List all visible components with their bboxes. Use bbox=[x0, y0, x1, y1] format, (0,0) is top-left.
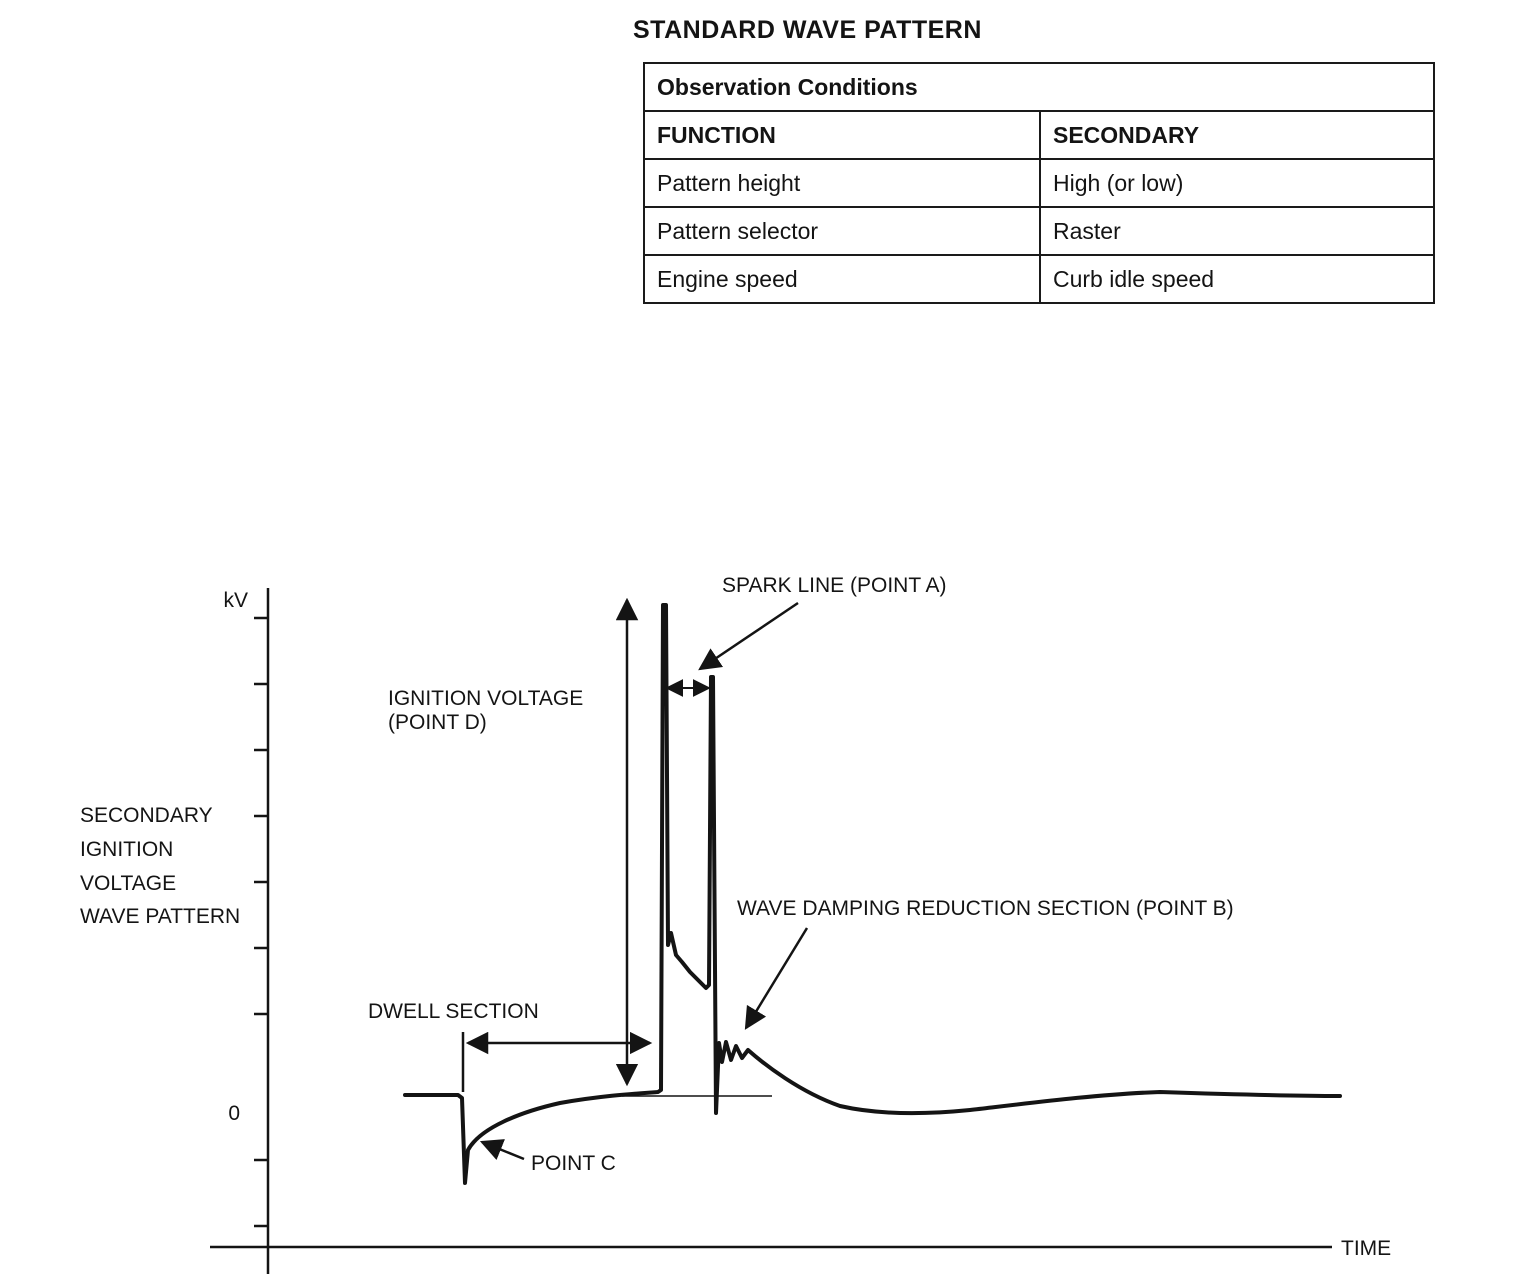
spark-line-label: SPARK LINE (POINT A) bbox=[722, 574, 946, 597]
dwell-section-label: DWELL SECTION bbox=[368, 1000, 539, 1023]
side-label: SECONDARY IGNITION VOLTAGE WAVE PATTERN bbox=[80, 804, 240, 928]
ignition-voltage-label-line1: IGNITION VOLTAGE bbox=[388, 687, 583, 710]
observation-conditions-table: Observation Conditions FUNCTION SECONDAR… bbox=[643, 62, 1435, 304]
cell-function-engine-speed: Engine speed bbox=[643, 254, 1041, 304]
x-axis-label: TIME bbox=[1341, 1237, 1391, 1260]
page-title: STANDARD WAVE PATTERN bbox=[633, 16, 982, 44]
point-c-pointer-arrow bbox=[479, 1139, 525, 1161]
side-label-line-3: VOLTAGE bbox=[80, 872, 176, 895]
side-label-line-1: SECONDARY bbox=[80, 804, 213, 827]
ignition-voltage-label-line2: (POINT D) bbox=[388, 711, 487, 734]
wave-damping-label: WAVE DAMPING REDUCTION SECTION (POINT B) bbox=[737, 897, 1234, 920]
table-row-engine-speed: Engine speed Curb idle speed bbox=[643, 254, 1435, 304]
cell-secondary-engine-speed: Curb idle speed bbox=[1039, 254, 1435, 304]
cell-function-pattern-selector: Pattern selector bbox=[643, 206, 1041, 256]
cell-secondary-pattern-height: High (or low) bbox=[1039, 158, 1435, 208]
side-label-line-2: IGNITION bbox=[80, 838, 173, 861]
table-header: Observation Conditions bbox=[643, 62, 1435, 112]
col-header-function: FUNCTION bbox=[643, 110, 1041, 160]
cell-function-pattern-height: Pattern height bbox=[643, 158, 1041, 208]
table-row-pattern-height: Pattern height High (or low) bbox=[643, 158, 1435, 208]
table-column-header-row: FUNCTION SECONDARY bbox=[643, 110, 1435, 160]
side-label-line-4: WAVE PATTERN bbox=[80, 905, 240, 928]
zero-label: 0 bbox=[228, 1102, 240, 1125]
point-c-label: POINT C bbox=[531, 1152, 616, 1175]
table-row-pattern-selector: Pattern selector Raster bbox=[643, 206, 1435, 256]
cell-secondary-pattern-selector: Raster bbox=[1039, 206, 1435, 256]
ignition-waveform-trace bbox=[403, 603, 1342, 1185]
spark-line-pointer-arrow bbox=[698, 601, 799, 671]
table-header-row: Observation Conditions bbox=[643, 62, 1435, 112]
y-axis-unit-label: kV bbox=[223, 589, 248, 612]
y-axis-ticks bbox=[254, 616, 268, 1228]
col-header-secondary: SECONDARY bbox=[1039, 110, 1435, 160]
wave-damping-pointer-arrow bbox=[744, 927, 809, 1030]
